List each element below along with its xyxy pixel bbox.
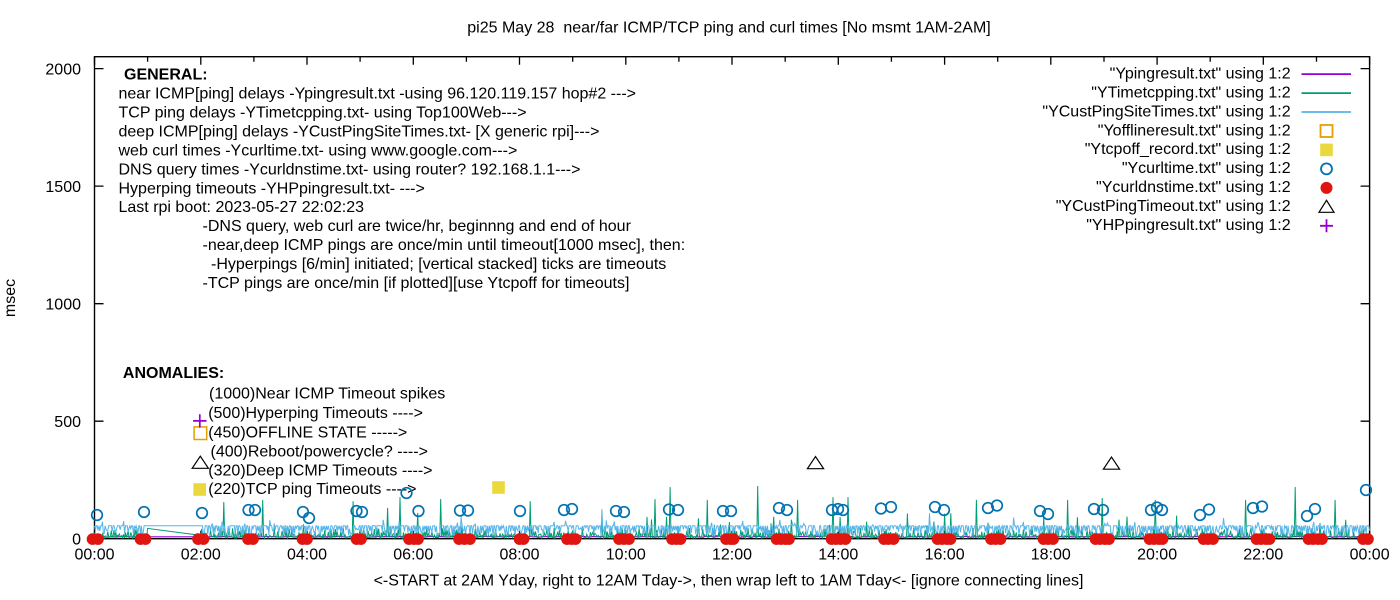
svg-text:web curl times -Ycurltime.txt-: web curl times -Ycurltime.txt- using www… (118, 142, 518, 159)
svg-text:1500: 1500 (45, 179, 81, 196)
svg-text:0: 0 (72, 532, 81, 549)
svg-text:(1000)Near ICMP Timeout spikes: (1000)Near ICMP Timeout spikes (209, 385, 445, 402)
svg-text:16:00: 16:00 (925, 547, 965, 564)
svg-text:04:00: 04:00 (287, 547, 327, 564)
svg-text:"YCustPingSiteTimes.txt" using: "YCustPingSiteTimes.txt" using 1:2 (1042, 103, 1290, 120)
svg-text:msec: msec (2, 279, 19, 317)
svg-text:"Ycurldnstime.txt" using 1:2: "Ycurldnstime.txt" using 1:2 (1096, 179, 1291, 196)
svg-text:"YCustPingTimeout.txt" using 1: "YCustPingTimeout.txt" using 1:2 (1056, 198, 1291, 215)
svg-text:18:00: 18:00 (1031, 547, 1071, 564)
svg-text:06:00: 06:00 (393, 547, 433, 564)
svg-text:"Ycurltime.txt" using 1:2: "Ycurltime.txt" using 1:2 (1122, 160, 1291, 177)
svg-text:Hyperping timeouts -YHPpingres: Hyperping timeouts -YHPpingresult.txt- -… (119, 180, 425, 197)
svg-text:08:00: 08:00 (499, 547, 539, 564)
svg-text:"YTimetcpping.txt" using 1:2: "YTimetcpping.txt" using 1:2 (1091, 84, 1290, 101)
svg-text:14:00: 14:00 (818, 547, 858, 564)
svg-text:deep ICMP[ping] delays -YCustP: deep ICMP[ping] delays -YCustPingSiteTim… (119, 124, 600, 141)
svg-text:"YHPpingresult.txt" using 1:2: "YHPpingresult.txt" using 1:2 (1086, 217, 1290, 234)
svg-text:22:00: 22:00 (1243, 547, 1283, 564)
svg-text:pi25 May 28 near/far ICMP/TCP: pi25 May 28 near/far ICMP/TCP ping and c… (467, 19, 990, 36)
svg-text:1000: 1000 (45, 297, 81, 314)
svg-text:00:00: 00:00 (1350, 547, 1390, 564)
svg-text:2000: 2000 (45, 61, 81, 78)
svg-text:500: 500 (54, 414, 81, 431)
svg-text:-Hyperpings [6/min] initiated;: -Hyperpings [6/min] initiated; [vertical… (211, 256, 666, 273)
svg-text:"Ytcpoff_record.txt" using 1:2: "Ytcpoff_record.txt" using 1:2 (1085, 141, 1291, 158)
svg-text:10:00: 10:00 (606, 547, 646, 564)
svg-text:12:00: 12:00 (712, 547, 752, 564)
svg-text:(220)TCP ping Timeouts ---->: (220)TCP ping Timeouts ----> (208, 481, 416, 498)
svg-text:-TCP pings are once/min [if pl: -TCP pings are once/min [if plotted][use… (203, 275, 630, 292)
svg-text:-DNS query, web curl are twice: -DNS query, web curl are twice/hr, begin… (203, 218, 632, 235)
svg-text:-near,deep ICMP pings are once: -near,deep ICMP pings are once/min until… (203, 237, 686, 254)
svg-text:GENERAL:: GENERAL: (124, 67, 208, 84)
svg-text:TCP ping delays -YTimetcpping.: TCP ping delays -YTimetcpping.txt- using… (119, 105, 527, 122)
svg-text:DNS query times -Ycurldnstime.: DNS query times -Ycurldnstime.txt- using… (119, 161, 581, 178)
svg-text:ANOMALIES:: ANOMALIES: (123, 365, 224, 382)
svg-text:20:00: 20:00 (1137, 547, 1177, 564)
svg-text:(400)Reboot/powercycle? ---->: (400)Reboot/powercycle? ----> (211, 443, 428, 460)
svg-text:"Yofflineresult.txt" using 1:2: "Yofflineresult.txt" using 1:2 (1098, 122, 1291, 139)
svg-text:<-START at 2AM Yday, right to: <-START at 2AM Yday, right to 12AM Tday-… (374, 573, 1084, 590)
svg-text:(320)Deep ICMP Timeouts ---->: (320)Deep ICMP Timeouts ----> (208, 462, 432, 479)
svg-text:"Ypingresult.txt" using 1:2: "Ypingresult.txt" using 1:2 (1110, 65, 1291, 82)
svg-text:near ICMP[ping] delays -Ypingr: near ICMP[ping] delays -Ypingresult.txt … (119, 86, 636, 103)
svg-text:02:00: 02:00 (181, 547, 221, 564)
svg-text:Last rpi boot: 2023-05-27 22:0: Last rpi boot: 2023-05-27 22:02:23 (119, 199, 365, 216)
svg-text:(500)Hyperping Timeouts ---->: (500)Hyperping Timeouts ----> (208, 405, 423, 422)
svg-text:(450)OFFLINE STATE ----->: (450)OFFLINE STATE -----> (208, 424, 407, 441)
svg-text:00:00: 00:00 (74, 547, 114, 564)
